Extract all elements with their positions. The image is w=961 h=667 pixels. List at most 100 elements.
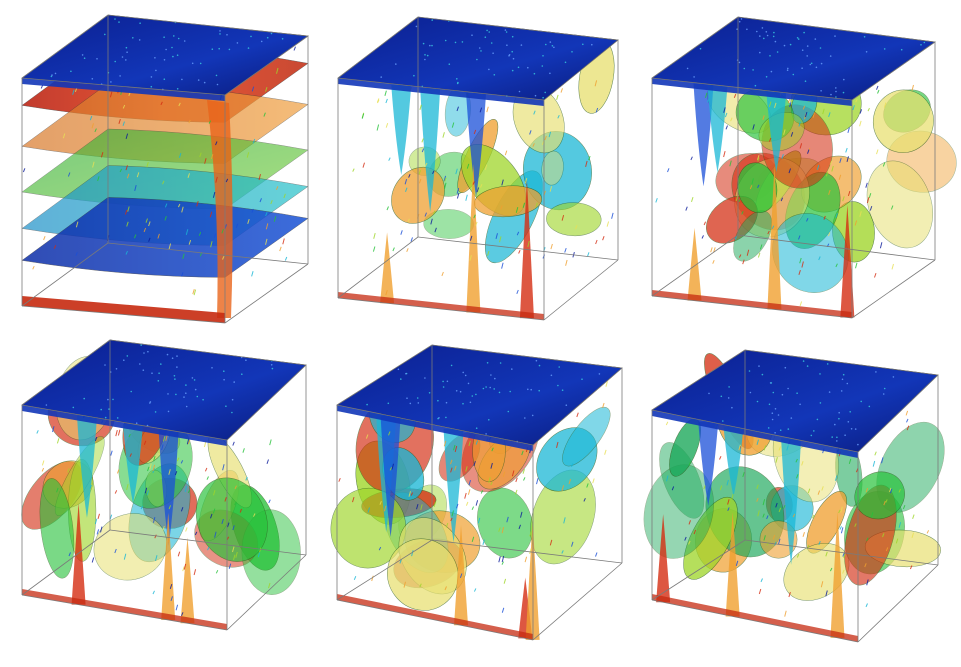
velocity-arrow	[468, 479, 471, 486]
velocity-arrow	[263, 112, 266, 117]
velocity-arrow	[684, 536, 687, 541]
velocity-arrow	[199, 252, 203, 257]
velocity-arrow	[152, 516, 156, 523]
top-speckle	[564, 61, 567, 64]
top-speckle	[96, 58, 98, 60]
velocity-arrow	[198, 231, 202, 236]
velocity-arrow	[592, 478, 595, 484]
cube-edge	[851, 259, 936, 319]
velocity-arrow	[506, 516, 509, 523]
velocity-arrow	[126, 483, 129, 491]
top-speckle	[225, 405, 227, 408]
velocity-arrow	[174, 471, 178, 476]
velocity-arrow	[161, 444, 164, 451]
velocity-arrow	[876, 85, 879, 90]
velocity-arrow	[154, 534, 157, 539]
velocity-arrow	[193, 289, 197, 296]
velocity-arrow	[213, 233, 217, 238]
top-speckle	[366, 403, 368, 406]
top-speckle	[810, 62, 813, 65]
velocity-arrow	[825, 551, 828, 557]
velocity-arrow	[97, 176, 100, 182]
hot-bottom-layer	[22, 589, 227, 630]
top-speckle	[416, 397, 419, 399]
velocity-arrow	[788, 591, 791, 598]
top-speckle	[765, 31, 768, 33]
velocity-arrow	[443, 175, 447, 182]
velocity-arrow	[109, 91, 113, 98]
velocity-arrow	[169, 583, 173, 589]
top-speckle	[498, 391, 501, 394]
top-speckle	[183, 40, 186, 42]
top-speckle	[454, 41, 457, 44]
cube-edge	[107, 242, 309, 265]
top-speckle	[538, 364, 541, 367]
top-speckle	[511, 368, 513, 370]
top-speckle	[167, 393, 169, 395]
velocity-arrow	[729, 160, 732, 167]
velocity-arrow	[866, 197, 870, 204]
velocity-arrow	[802, 532, 805, 537]
velocity-arrow	[883, 500, 886, 506]
top-speckle	[591, 43, 593, 46]
velocity-arrow	[122, 104, 126, 109]
top-speckle	[456, 78, 458, 80]
velocity-arrow	[114, 490, 118, 494]
cube-edge	[651, 349, 746, 411]
top-speckle	[769, 55, 771, 57]
velocity-arrow	[213, 490, 216, 496]
velocity-arrow	[196, 200, 199, 207]
velocity-arrow	[792, 513, 796, 518]
cube-edge	[107, 14, 309, 37]
velocity-arrow	[206, 476, 209, 480]
top-speckle	[45, 404, 48, 406]
top-speckle	[781, 393, 784, 396]
velocity-arrow	[279, 246, 282, 252]
top-speckle	[763, 37, 765, 40]
top-speckle	[511, 69, 514, 72]
velocity-arrow	[521, 450, 524, 456]
top-speckle	[505, 31, 508, 33]
hot-plume	[466, 163, 481, 313]
top-speckle	[104, 416, 107, 419]
velocity-arrow	[487, 250, 490, 256]
top-speckle	[462, 371, 465, 374]
velocity-arrow	[456, 187, 460, 194]
velocity-arrow	[728, 500, 731, 505]
top-speckle	[838, 411, 840, 414]
cube-edge	[226, 554, 307, 631]
velocity-arrow	[859, 211, 862, 217]
top-speckle	[471, 395, 474, 397]
cube-edge	[431, 539, 623, 564]
velocity-arrow	[691, 196, 694, 203]
velocity-arrow	[136, 172, 140, 178]
velocity-arrow	[757, 155, 760, 160]
velocity-arrow	[425, 162, 428, 167]
velocity-arrow	[710, 247, 713, 253]
cube-3	[651, 16, 957, 319]
velocity-arrow	[117, 429, 121, 436]
velocity-arrow	[535, 202, 538, 208]
velocity-arrow	[89, 484, 92, 489]
velocity-arrow	[870, 512, 874, 518]
velocity-arrow	[465, 194, 468, 201]
velocity-arrow	[416, 503, 419, 510]
top-speckle	[431, 44, 433, 47]
cube-edge	[224, 263, 309, 324]
velocity-arrow	[400, 230, 403, 235]
velocity-arrow	[828, 112, 831, 118]
velocity-arrow	[799, 143, 803, 149]
velocity-arrow	[94, 128, 97, 133]
velocity-arrow	[265, 87, 268, 92]
top-speckle	[121, 56, 124, 58]
cube-edge	[337, 297, 545, 321]
top-speckle	[831, 436, 833, 438]
velocity-arrow	[265, 238, 268, 245]
velocity-arrow	[606, 221, 610, 227]
velocity-arrow	[282, 238, 285, 245]
velocity-arrow	[796, 553, 800, 558]
velocity-arrow	[522, 469, 525, 474]
top-speckle	[231, 398, 234, 401]
top-speckle	[437, 399, 439, 402]
top-speckle	[693, 76, 695, 78]
